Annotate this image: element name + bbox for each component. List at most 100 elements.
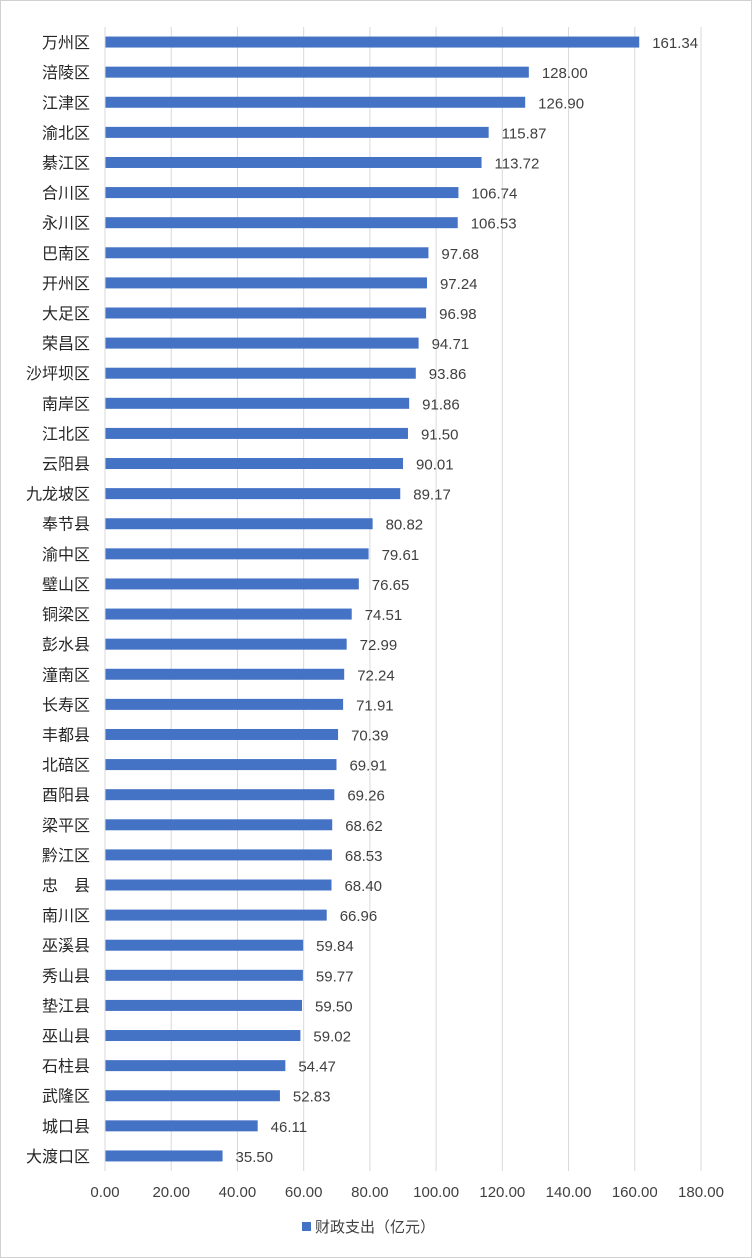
bar — [105, 728, 339, 740]
bar — [105, 156, 482, 168]
bar — [105, 36, 640, 48]
x-tick-label: 140.00 — [546, 1184, 592, 1201]
data-label: 59.84 — [316, 938, 354, 955]
data-label: 106.74 — [471, 186, 517, 203]
x-tick-label: 160.00 — [612, 1184, 658, 1201]
bar — [105, 126, 489, 138]
data-label: 52.83 — [293, 1089, 331, 1106]
category-label: 巴南区 — [42, 244, 90, 263]
data-label: 97.24 — [440, 276, 478, 293]
data-label: 91.50 — [421, 426, 459, 443]
data-label: 66.96 — [340, 908, 378, 925]
bar — [105, 96, 526, 108]
bar — [105, 578, 359, 590]
bar — [105, 638, 347, 650]
category-label: 沙坪坝区 — [26, 364, 90, 383]
data-label: 68.40 — [344, 878, 382, 895]
bar — [105, 458, 404, 470]
bar — [105, 247, 429, 259]
category-label: 云阳县 — [42, 455, 90, 474]
category-label: 酉阳县 — [42, 786, 90, 805]
category-label: 大足区 — [42, 304, 90, 323]
category-label: 涪陵区 — [42, 63, 90, 82]
bar — [105, 427, 408, 439]
bar — [105, 518, 373, 530]
x-tick-label: 0.00 — [90, 1184, 119, 1201]
data-label: 79.61 — [382, 547, 420, 564]
bar — [105, 217, 458, 229]
category-label: 江津区 — [42, 93, 90, 112]
data-label: 97.68 — [441, 246, 479, 263]
category-label: 綦江区 — [42, 153, 90, 172]
bar — [105, 969, 303, 981]
bar — [105, 1120, 258, 1132]
data-label: 76.65 — [372, 577, 410, 594]
data-label: 69.26 — [347, 788, 385, 805]
category-label: 巫溪县 — [42, 936, 90, 955]
data-label: 93.86 — [429, 366, 467, 383]
category-label: 石柱县 — [42, 1057, 90, 1076]
category-label: 开州区 — [42, 274, 90, 293]
x-tick-label: 100.00 — [413, 1184, 459, 1201]
category-label: 大渡口区 — [26, 1147, 90, 1166]
data-label: 71.91 — [356, 697, 394, 714]
category-label: 武隆区 — [42, 1087, 90, 1106]
category-label: 潼南区 — [42, 665, 90, 684]
bar — [105, 939, 304, 951]
category-label: 铜梁区 — [42, 605, 90, 624]
bar — [105, 488, 401, 500]
category-label: 梁平区 — [42, 816, 90, 835]
data-label: 115.87 — [502, 125, 547, 142]
data-label: 94.71 — [432, 336, 470, 353]
bar — [105, 307, 427, 319]
category-label: 荣昌区 — [42, 334, 90, 353]
bar — [105, 999, 303, 1011]
category-label: 彭水县 — [42, 635, 90, 654]
bar — [105, 759, 337, 771]
data-label: 46.11 — [271, 1119, 307, 1136]
category-label: 永川区 — [42, 214, 90, 233]
x-tick-label: 80.00 — [351, 1184, 389, 1201]
category-label: 南川区 — [42, 906, 90, 925]
category-label: 渝中区 — [42, 545, 90, 564]
data-label: 54.47 — [298, 1059, 336, 1076]
bar — [105, 1060, 286, 1072]
bar — [105, 337, 419, 349]
category-label: 长寿区 — [42, 695, 90, 714]
bar — [105, 1150, 223, 1162]
x-tick-label: 40.00 — [219, 1184, 257, 1201]
category-label: 城口县 — [42, 1117, 90, 1136]
data-label: 35.50 — [236, 1149, 274, 1166]
data-label: 59.02 — [313, 1029, 351, 1046]
data-label: 89.17 — [413, 487, 451, 504]
category-label: 垫江县 — [42, 996, 90, 1015]
category-label: 南岸区 — [42, 394, 90, 413]
data-label: 106.53 — [471, 216, 517, 233]
bar — [105, 1030, 301, 1042]
data-label: 90.01 — [416, 457, 454, 474]
bar — [105, 608, 352, 620]
data-label: 59.77 — [316, 968, 354, 985]
data-label: 72.24 — [357, 667, 395, 684]
data-label: 70.39 — [351, 727, 389, 744]
data-label: 91.86 — [422, 396, 460, 413]
category-label: 丰都县 — [42, 725, 90, 744]
category-label: 黔江区 — [42, 846, 90, 865]
data-label: 69.91 — [349, 758, 387, 775]
bar — [105, 277, 427, 289]
category-label: 江北区 — [42, 424, 90, 443]
category-label: 奉节县 — [42, 515, 90, 534]
bar — [105, 849, 332, 861]
category-label: 九龙坡区 — [26, 485, 90, 504]
category-label: 北碚区 — [42, 756, 90, 775]
data-label: 74.51 — [365, 607, 403, 624]
bar — [105, 698, 344, 710]
category-label: 璧山区 — [42, 575, 90, 594]
bar — [105, 66, 529, 78]
category-label: 秀山县 — [42, 966, 90, 985]
legend-label: 财政支出（亿元） — [315, 1218, 435, 1236]
bar — [105, 819, 333, 831]
category-label: 渝北区 — [42, 123, 90, 142]
